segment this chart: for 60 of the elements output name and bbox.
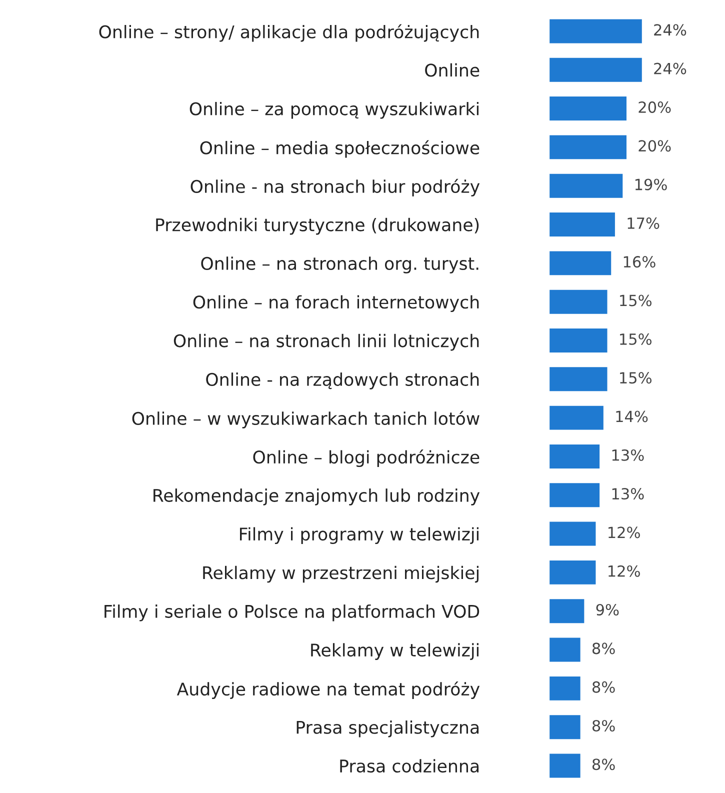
data-label: 13% xyxy=(612,488,644,500)
data-label: 8% xyxy=(592,681,615,693)
bar xyxy=(550,19,642,44)
bar xyxy=(550,174,623,198)
bar xyxy=(550,251,612,276)
y-tick-label: Online – na forach internetowych xyxy=(193,295,479,312)
y-tick-label: Online – strony/ aplikacje dla podróżujących xyxy=(99,24,479,42)
y-tick-label: Online – blogi podróżnicze xyxy=(253,450,480,468)
bar xyxy=(550,290,608,314)
y-tick-label: Filmy i programy w telewizji xyxy=(240,527,478,544)
bar xyxy=(550,754,580,778)
y-tick-label: Rekomendacje znajomych lub rodziny xyxy=(154,488,480,506)
y-tick-label: Online - na rządowych stronach xyxy=(206,372,479,390)
data-label: 24% xyxy=(654,62,686,74)
data-label: 8% xyxy=(592,758,615,770)
bar xyxy=(550,483,600,508)
y-tick-label: Online xyxy=(425,63,480,77)
data-label: 24% xyxy=(654,24,686,36)
data-label: 17% xyxy=(628,217,660,229)
y-tick-label: Online – na stronach linii lotniczych xyxy=(174,334,479,351)
bar xyxy=(550,212,615,236)
data-label: 16% xyxy=(624,256,656,268)
data-label: 13% xyxy=(612,449,644,461)
y-tick-label: Audycje radiowe na temat podróży xyxy=(176,681,480,699)
y-tick-label: Prasa codzienna xyxy=(340,759,479,773)
bar xyxy=(550,58,642,82)
bar xyxy=(550,328,608,352)
y-tick-label: Online – media społecznościowe xyxy=(200,140,480,158)
bar xyxy=(550,406,604,430)
data-label: 12% xyxy=(608,526,640,538)
y-tick-label: Prasa specjalistyczna xyxy=(296,720,479,738)
bar xyxy=(550,444,600,468)
data-label: 15% xyxy=(620,294,652,306)
bar xyxy=(550,135,626,160)
data-label: 15% xyxy=(620,372,652,384)
data-label: 15% xyxy=(620,333,652,345)
bar xyxy=(550,522,596,546)
y-tick-label: Przewodniki turystyczne (drukowane) xyxy=(156,218,479,235)
data-label: 9% xyxy=(596,604,619,616)
y-tick-label: Online – za pomocą wyszukiwarki xyxy=(190,102,478,119)
bar xyxy=(550,676,580,700)
data-label: 19% xyxy=(635,178,667,190)
y-tick-label: Online – na stronach org. turyst. xyxy=(201,256,478,274)
data-label: 20% xyxy=(638,140,671,152)
data-label: 8% xyxy=(592,720,615,732)
bar xyxy=(550,599,584,624)
y-tick-label: Online - na stronach biur podróży xyxy=(190,178,480,196)
data-label: 14% xyxy=(616,410,648,422)
y-tick-label: Reklamy w telewizji xyxy=(311,643,478,660)
y-tick-label: Online – w wyszukiwarkach tanich lotów xyxy=(132,410,480,428)
bar xyxy=(550,96,626,121)
bar xyxy=(550,367,608,392)
bar xyxy=(550,715,580,740)
bar xyxy=(550,560,596,584)
data-label: 20% xyxy=(638,101,671,113)
data-label: 12% xyxy=(608,565,640,577)
y-tick-label: Filmy i seriale o Polsce na platformach VOD xyxy=(104,604,480,622)
data-label: 8% xyxy=(592,642,615,654)
bar xyxy=(550,638,580,662)
y-tick-label: Reklamy w przestrzeni miejskiej xyxy=(203,566,478,583)
